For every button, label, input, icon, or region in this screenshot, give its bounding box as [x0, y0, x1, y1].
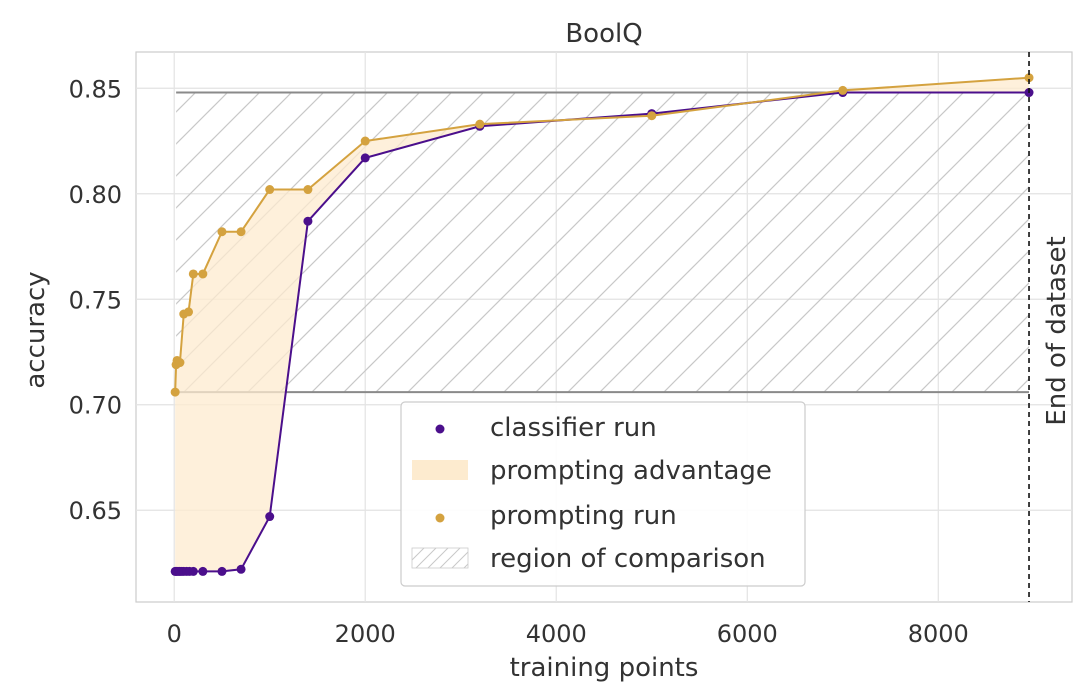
end-of-dataset-label: End of dataset [1042, 236, 1072, 425]
prompting-run-point [175, 358, 185, 368]
prompting-run-point [188, 269, 198, 279]
x-tick-label: 0 [167, 620, 182, 648]
prompting-advantage-area [175, 77, 1030, 572]
classifier-run-point [265, 512, 275, 522]
prompting-run-point [236, 227, 246, 237]
legend-box [400, 401, 806, 587]
prompting-run-point [647, 111, 657, 121]
legend-label-advantage: prompting advantage [490, 456, 772, 486]
series-group [170, 73, 1034, 576]
legend-marker-prompting [435, 513, 445, 523]
x-tick-label: 2000 [335, 620, 396, 648]
advantage-fill [175, 77, 1030, 572]
classifier-run-point [303, 216, 313, 226]
prompting-run-point [1024, 73, 1034, 83]
region-hatch [176, 92, 1030, 393]
y-tick-label: 0.65 [69, 497, 122, 525]
legend-marker-classifier [435, 424, 445, 434]
legend-label-region: region of comparison [490, 544, 766, 574]
chart-title: BoolQ [565, 19, 642, 49]
legend-swatch-advantage [412, 460, 468, 480]
prompting-run-point [475, 119, 485, 129]
tick-labels: 0 2000 4000 6000 8000 0.65 0.70 0.75 0.80 0.85 [69, 75, 969, 648]
classifier-run-point [236, 564, 246, 574]
classifier-run-point [360, 153, 370, 163]
legend-swatch-region [411, 547, 469, 569]
legend-label-prompting: prompting run [490, 501, 677, 531]
classifier-run-point [188, 566, 198, 576]
classifier-run-point [217, 566, 227, 576]
prompting-run-point [838, 85, 848, 95]
prompting-run-point [360, 136, 370, 146]
prompting-run-point [198, 269, 208, 279]
prompting-run-point [184, 307, 194, 317]
y-tick-label: 0.85 [69, 75, 122, 103]
region-of-comparison [176, 91, 1030, 394]
y-tick-label: 0.75 [69, 286, 122, 314]
x-axis-label: training points [510, 653, 699, 683]
legend: classifier run prompting advantage promp… [400, 401, 806, 587]
prompting-run-point [217, 227, 227, 237]
x-tick-label: 8000 [908, 620, 969, 648]
legend-label-classifier: classifier run [490, 413, 657, 443]
y-tick-label: 0.70 [69, 392, 122, 420]
y-axis-label: accuracy [21, 271, 51, 388]
x-tick-label: 4000 [526, 620, 587, 648]
x-tick-label: 6000 [717, 620, 778, 648]
prompting-run-point [265, 185, 275, 195]
prompting-run-point [303, 185, 313, 195]
classifier-run-point [198, 566, 208, 576]
prompting-run-point [170, 387, 180, 397]
y-tick-label: 0.80 [69, 181, 122, 209]
